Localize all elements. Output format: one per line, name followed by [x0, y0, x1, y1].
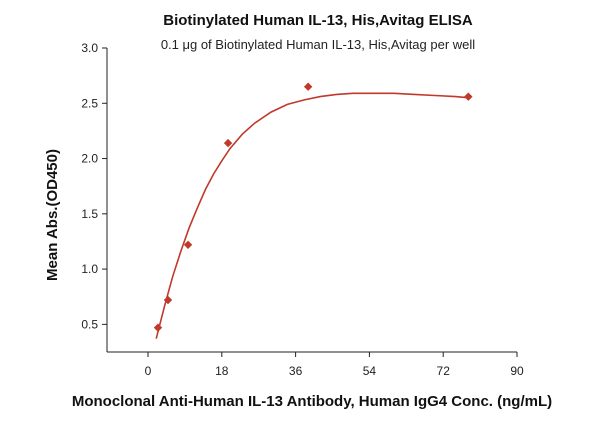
y-axis-ticks: 0.5 1.0 1.5 2.0 2.5 3.0 [81, 41, 107, 331]
x-tick-label: 0 [145, 364, 152, 378]
data-point [183, 240, 193, 249]
data-point [303, 82, 313, 91]
x-tick-label: 90 [510, 364, 524, 378]
x-tick-label: 36 [289, 364, 303, 378]
x-tick-label: 72 [437, 364, 451, 378]
x-tick-label: 18 [215, 364, 229, 378]
x-axis-title: Monoclonal Anti-Human IL-13 Antibody, Hu… [72, 393, 552, 410]
x-axis-ticks: 0 18 36 54 72 90 [145, 352, 524, 378]
y-tick-label: 1.0 [81, 262, 98, 276]
y-tick-label: 0.5 [81, 317, 98, 331]
data-points [153, 82, 473, 332]
fit-curve [155, 92, 468, 339]
x-tick-label: 54 [363, 364, 377, 378]
chart-subtitle: 0.1 μg of Biotinylated Human IL-13, His,… [161, 37, 475, 52]
data-point [163, 295, 173, 305]
y-tick-label: 2.5 [81, 96, 98, 110]
y-tick-label: 2.0 [81, 152, 98, 166]
y-tick-label: 3.0 [81, 41, 98, 55]
y-axis-title: Mean Abs.(OD450) [44, 149, 61, 281]
data-point [223, 138, 233, 148]
data-point [464, 92, 473, 101]
data-point [153, 323, 163, 332]
chart-title: Biotinylated Human IL-13, His,Avitag ELI… [163, 12, 473, 29]
y-tick-label: 1.5 [81, 207, 98, 221]
